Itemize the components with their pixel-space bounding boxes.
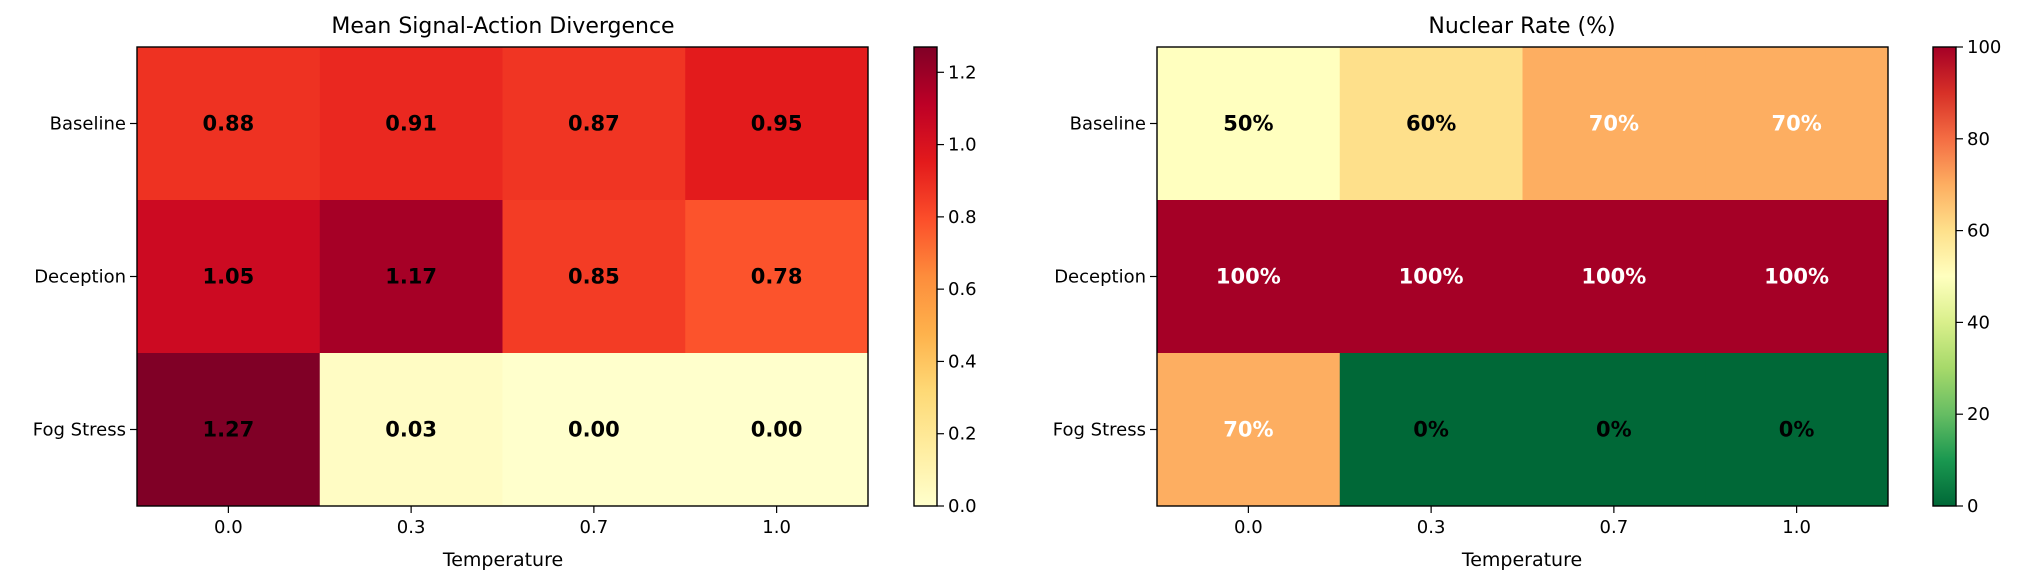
colorbar-frame (913, 46, 938, 507)
colorbar-tick-label: 20 (1967, 404, 1990, 425)
cell-value-label: 0% (1596, 418, 1632, 442)
colorbar-tick-label: 0.8 (948, 207, 977, 228)
cell-value-label: 1.05 (202, 265, 254, 289)
heatmap-cell (1522, 47, 1706, 201)
heatmap-cell (137, 47, 321, 201)
cell-value-label: 0.85 (568, 265, 620, 289)
cell-value-label: 0.88 (202, 112, 254, 136)
colorbar-tick-label: 0.2 (948, 424, 977, 445)
cell-value-label: 50% (1223, 112, 1273, 136)
cell-value-label: 0.91 (385, 112, 437, 136)
heatmap-cell (1339, 47, 1523, 201)
x-tick-label: 1.0 (762, 517, 791, 538)
x-tick-label: 0.7 (1600, 517, 1629, 538)
colorbar-tick-label: 0 (1967, 496, 1978, 517)
heatmap-cell (1522, 353, 1706, 507)
heatmap-cell (502, 200, 686, 354)
chart-divergence: Mean Signal-Action Divergence 0.88 0.91 0.… (33, 14, 977, 571)
heatmap-cell (685, 47, 869, 201)
colorbar (914, 47, 937, 506)
x-tick-label: 0.7 (580, 517, 609, 538)
cell-value-label: 0.03 (385, 418, 437, 442)
heatmap-cell (319, 353, 503, 507)
heatmap-cell (1339, 200, 1523, 354)
cell-value-label: 0.00 (568, 418, 620, 442)
cell-value-label: 100% (1764, 265, 1829, 289)
heatmap-cell (1157, 200, 1341, 354)
cell-value-label: 100% (1216, 265, 1281, 289)
cell-value-label: 70% (1589, 112, 1639, 136)
cell-value-label: 0.00 (751, 418, 803, 442)
heatmap-cell (1705, 200, 1889, 354)
chart-title: Mean Signal-Action Divergence (331, 14, 674, 39)
cell-value-label: 100% (1581, 265, 1646, 289)
x-tick-label: 1.0 (1782, 517, 1811, 538)
y-tick-label: Fog Stress (33, 420, 126, 441)
heatmap-cell (137, 353, 321, 507)
cell-value-label: 100% (1399, 265, 1464, 289)
colorbar-tick-label: 1.2 (948, 62, 977, 83)
y-tick-label: Baseline (50, 114, 126, 135)
colorbar-tick-label: 0.6 (948, 279, 977, 300)
y-tick-label: Baseline (1070, 114, 1146, 135)
cell-value-label: 1.27 (202, 418, 254, 442)
cell-value-label: 0.78 (751, 265, 803, 289)
y-tick-label: Deception (1054, 267, 1146, 288)
heatmap-cell (319, 47, 503, 201)
colorbar-tick-label: 60 (1967, 221, 1990, 242)
heatmap-cell (502, 47, 686, 201)
heatmap-cell (1157, 353, 1341, 507)
heatmap-cell (319, 200, 503, 354)
x-tick-label: 0.0 (1234, 517, 1263, 538)
colorbar-tick-label: 0.4 (948, 351, 977, 372)
cell-value-label: 0% (1413, 418, 1449, 442)
heatmap-cell (1705, 47, 1889, 201)
cell-value-label: 60% (1406, 112, 1456, 136)
cell-value-label: 0.95 (751, 112, 803, 136)
x-tick-label: 0.3 (1417, 517, 1446, 538)
heatmap-cell (1522, 200, 1706, 354)
heatmap-cell (137, 200, 321, 354)
y-tick-label: Fog Stress (1053, 420, 1146, 441)
chart-nuclear-rate: Nuclear Rate (%) 50% 60% 70% 70% 100% 100% 100… (1053, 14, 2002, 571)
heatmap-cell (502, 353, 686, 507)
heatmap-cell (1705, 353, 1889, 507)
x-axis-label: Temperature (1461, 549, 1582, 571)
colorbar-tick-label: 40 (1967, 312, 1990, 333)
heatmap-cell (685, 353, 869, 507)
colorbar-tick-label: 80 (1967, 129, 1990, 150)
cell-value-label: 70% (1223, 418, 1273, 442)
cell-value-label: 0% (1779, 418, 1815, 442)
colorbar-tick-label: 1.0 (948, 135, 977, 156)
cell-value-label: 70% (1771, 112, 1821, 136)
x-tick-label: 0.0 (214, 517, 243, 538)
heatmap-cell (1339, 353, 1523, 507)
colorbar (1933, 47, 1956, 506)
x-axis-label: Temperature (442, 549, 563, 571)
heatmap-cell (1157, 47, 1341, 201)
cell-value-label: 0.87 (568, 112, 620, 136)
x-tick-label: 0.3 (397, 517, 426, 538)
y-tick-label: Deception (34, 267, 126, 288)
colorbar-tick-label: 100 (1967, 37, 2001, 58)
cell-value-label: 1.17 (385, 265, 437, 289)
chart-title: Nuclear Rate (%) (1428, 14, 1615, 39)
colorbar-tick-label: 0.0 (948, 496, 977, 517)
colorbar-frame (1932, 46, 1957, 507)
heatmap-cell (685, 200, 869, 354)
